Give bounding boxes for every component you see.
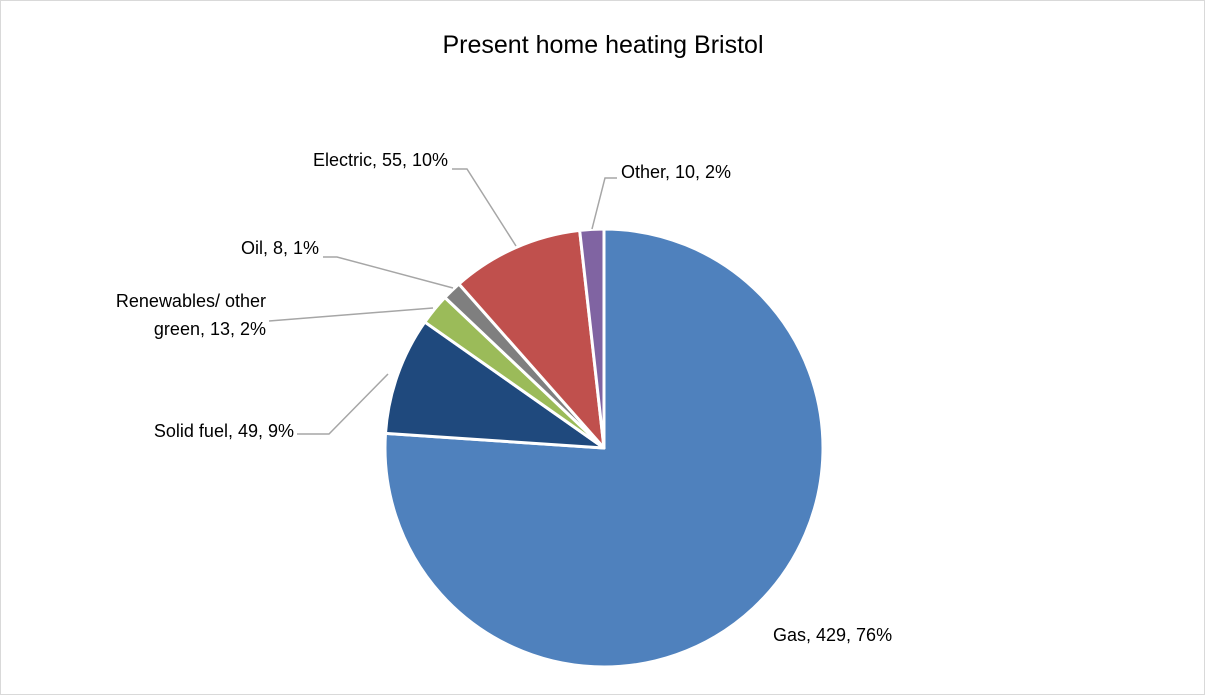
data-label: Gas, 429, 76% xyxy=(773,625,892,645)
data-label-line: Other, 10, 2% xyxy=(621,162,731,182)
data-label-line: Solid fuel, 49, 9% xyxy=(154,421,294,441)
pie-slice-solid-fuel xyxy=(383,320,606,450)
data-label: Renewables/ other green, 13, 2% xyxy=(116,291,266,339)
data-label-line: Oil, 8, 1% xyxy=(241,238,319,258)
pie-slice-electric xyxy=(457,228,606,450)
leader-line xyxy=(452,168,517,247)
data-labels: Gas, 429, 76% Solid fuel, 49, 9% Renewable… xyxy=(116,150,892,645)
data-label: Oil, 8, 1% xyxy=(241,238,319,258)
data-label: Solid fuel, 49, 9% xyxy=(154,421,294,441)
data-label-line: Electric, 55, 10% xyxy=(313,150,448,170)
leader-line xyxy=(323,256,454,289)
pie-slices xyxy=(383,227,825,669)
data-label: Electric, 55, 10% xyxy=(313,150,448,170)
pie-slice-other xyxy=(578,227,606,450)
data-label-line: green, 13, 2% xyxy=(154,319,266,339)
leader-lines xyxy=(268,168,617,435)
leader-line xyxy=(268,307,434,322)
leader-line xyxy=(297,373,389,435)
chart-title: Present home heating Bristol xyxy=(442,31,763,59)
leader-line xyxy=(591,177,617,230)
data-label-line: Gas, 429, 76% xyxy=(773,625,892,645)
data-label-line: Renewables/ other xyxy=(116,291,266,311)
data-label: Other, 10, 2% xyxy=(621,162,731,182)
